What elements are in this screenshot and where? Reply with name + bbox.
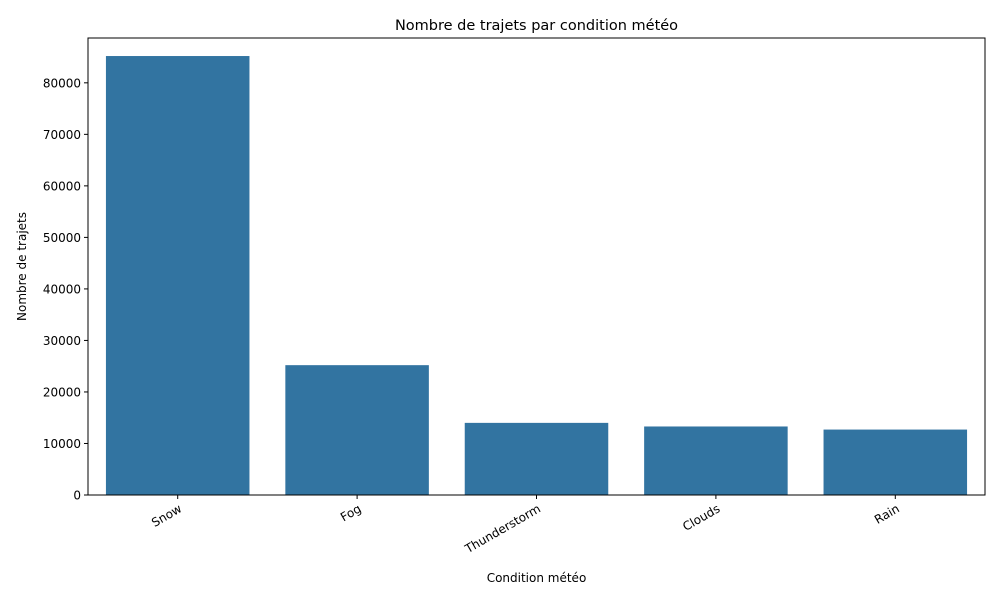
bar-clouds (644, 426, 788, 495)
y-tick-label: 50000 (43, 231, 81, 245)
bar-rain (823, 429, 968, 495)
chart-title: Nombre de trajets par condition météo (395, 18, 678, 34)
y-axis: 0 10000 20000 30000 40000 50000 60000 70000 8000… (43, 76, 88, 503)
bar-thunderstorm (464, 422, 609, 495)
x-tick-label: Fog (338, 501, 364, 524)
x-tick-label: Rain (872, 501, 902, 526)
plot-frame (87, 37, 986, 496)
y-tick-label: 60000 (43, 179, 81, 193)
bar-snow (105, 56, 250, 496)
x-tick-label: Clouds (680, 501, 722, 533)
y-tick-label: 70000 (43, 128, 81, 142)
x-axis: Snow Fog Thunderstorm Clouds Rain (149, 495, 902, 556)
x-tick-label: Thunderstorm (462, 501, 543, 556)
y-tick-label: 30000 (43, 334, 81, 348)
x-axis-label: Condition météo (487, 571, 587, 585)
x-tick-label: Snow (149, 501, 184, 529)
y-axis-label: Nombre de trajets (15, 212, 29, 321)
y-tick-label: 10000 (43, 437, 81, 451)
y-tick-label: 20000 (43, 385, 81, 399)
y-tick-label: 0 (73, 489, 81, 503)
bar-fog (285, 365, 429, 495)
y-tick-label: 40000 (43, 282, 81, 296)
bars-group (105, 56, 968, 496)
y-tick-label: 80000 (43, 76, 81, 90)
